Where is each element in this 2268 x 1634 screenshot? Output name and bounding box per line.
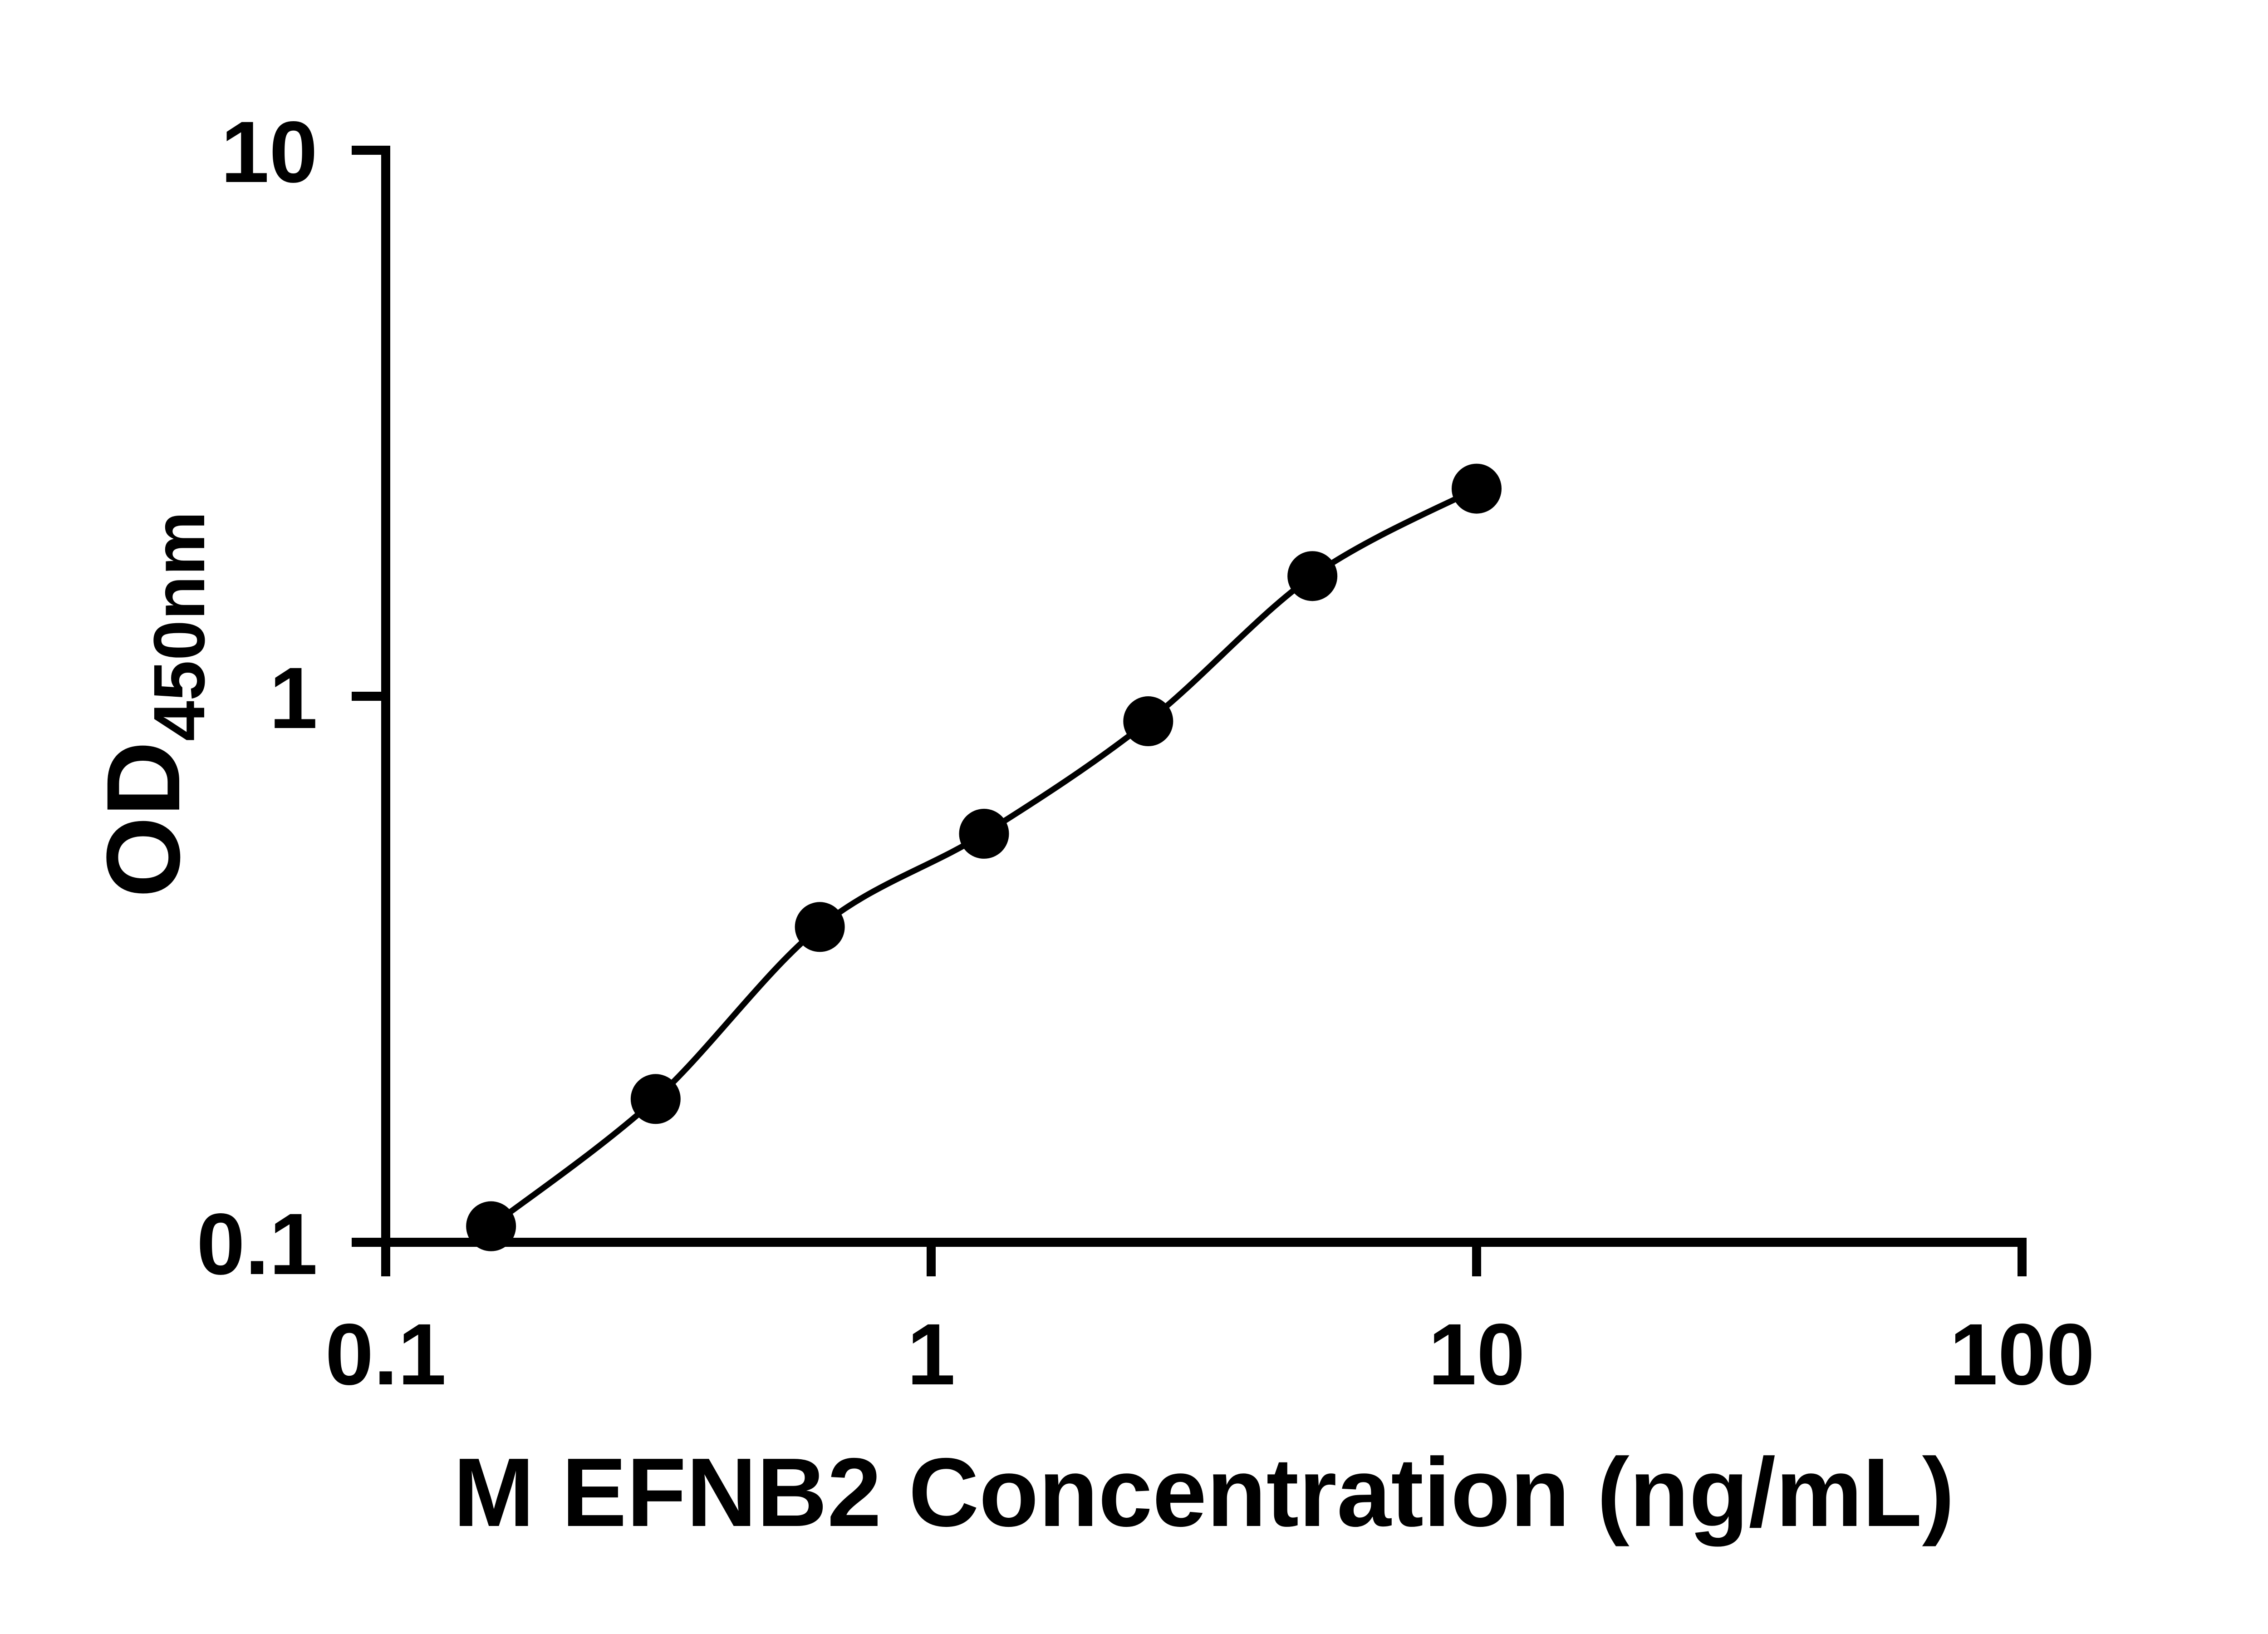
x-tick-label: 0.1 — [325, 1305, 447, 1403]
y-axis-title: OD450nm — [85, 511, 220, 898]
data-point — [959, 808, 1009, 859]
data-point — [466, 1201, 516, 1251]
axis-ticks — [352, 146, 2027, 1276]
y-tick-label: 1 — [269, 649, 318, 747]
y-axis-title-subscript: 450nm — [138, 511, 220, 741]
axis-tick-labels: 0.1 1 10 0.1 1 10 100 — [196, 103, 2095, 1403]
x-tick-label: 10 — [1428, 1305, 1525, 1403]
data-point — [630, 1074, 681, 1124]
data-point — [795, 902, 845, 952]
data-point — [1287, 551, 1338, 601]
axis-frame — [381, 146, 2022, 1247]
y-tick-label: 0.1 — [196, 1195, 318, 1293]
x-tick-label: 100 — [1949, 1305, 2095, 1403]
axes — [381, 146, 2022, 1247]
data-points — [466, 463, 1502, 1251]
data-point — [1123, 696, 1173, 747]
x-axis-title: M EFNB2 Concentration (ng/mL) — [453, 1437, 1954, 1547]
y-tick-label: 10 — [221, 103, 318, 201]
data-point — [1452, 463, 1502, 514]
y-axis-title-main: OD — [85, 741, 201, 898]
x-tick-label: 1 — [907, 1305, 956, 1403]
